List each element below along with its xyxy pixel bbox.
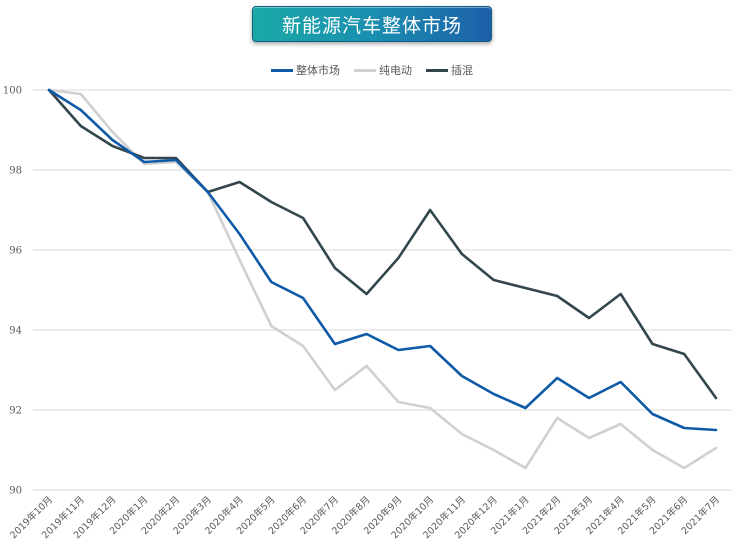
gridlines (33, 89, 732, 491)
series-lines (47, 88, 718, 470)
legend-item-bev[interactable]: 纯电动 (354, 62, 412, 78)
y-axis: 90 92 94 96 98 100 (3, 86, 22, 497)
chart-legend: 整体市场 纯电动 插混 (0, 62, 744, 78)
chart-title: 新能源汽车整体市场 (281, 14, 462, 37)
legend-swatch-phev (426, 68, 448, 72)
y-tick-label: 90 (9, 486, 22, 497)
legend-swatch-overall (271, 68, 293, 72)
series-line-0[interactable] (47, 88, 718, 432)
legend-item-phev[interactable]: 插混 (426, 62, 473, 78)
legend-label: 插混 (451, 64, 473, 77)
series-line-2[interactable] (47, 88, 718, 400)
y-tick-label: 96 (9, 246, 22, 257)
legend-item-overall[interactable]: 整体市场 (271, 62, 340, 78)
series-line-1[interactable] (47, 88, 718, 470)
y-tick-label: 100 (3, 86, 22, 97)
x-axis: 2019年10月2019年11月2019年12月2020年1月2020年2月20… (8, 494, 723, 542)
y-tick-label: 92 (9, 406, 22, 417)
legend-swatch-bev (354, 68, 376, 72)
chart-title-banner: 新能源汽车整体市场 (252, 6, 492, 42)
legend-label: 纯电动 (379, 64, 412, 77)
y-tick-label: 98 (9, 166, 22, 177)
legend-label: 整体市场 (296, 64, 340, 77)
y-tick-label: 94 (9, 326, 22, 337)
